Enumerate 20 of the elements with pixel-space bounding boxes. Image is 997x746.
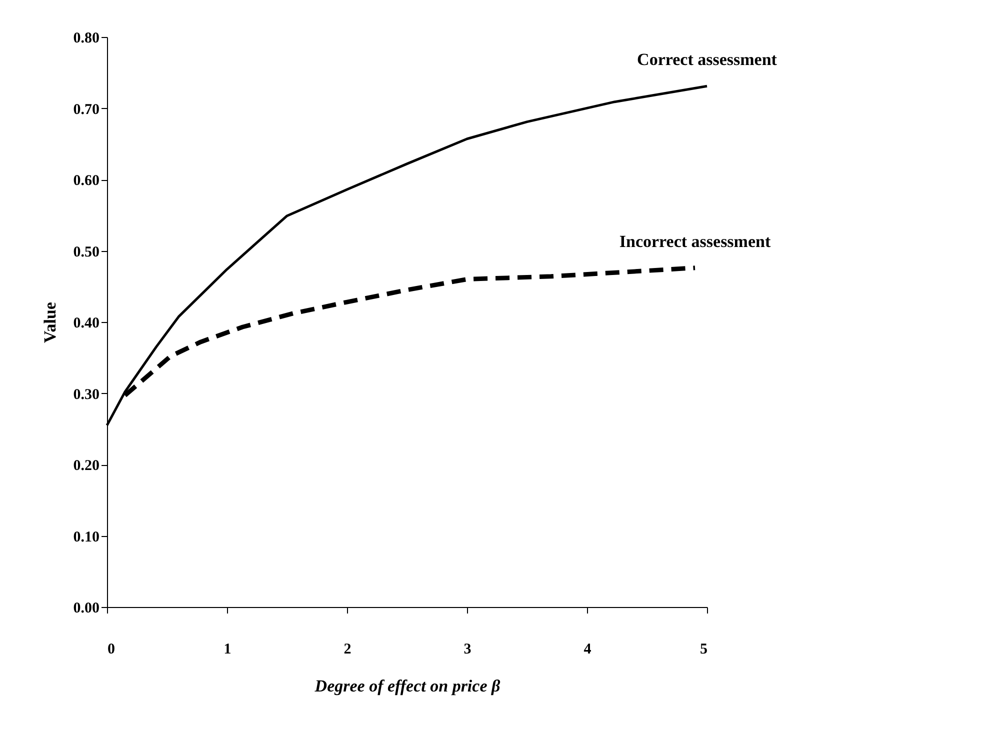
y-tick-label: 0.60: [73, 173, 100, 189]
x-tick-label: 2: [344, 642, 352, 658]
x-tick-label: 5: [700, 642, 708, 658]
y-tick-label: 0.10: [73, 529, 100, 546]
x-tick-label: 1: [224, 642, 232, 658]
y-tick-label: 0.50: [73, 244, 100, 260]
y-tick-label: 0.30: [73, 386, 100, 403]
y-axis-title: Value: [40, 302, 60, 343]
y-tick-label: 0.00: [73, 600, 100, 616]
x-tick-label: 0: [108, 642, 115, 658]
x-axis-title: Degree of effect on price β: [314, 676, 500, 696]
y-tick-label: 0.20: [73, 458, 100, 474]
series-label: Incorrect assessment: [619, 232, 771, 251]
line-series: [122, 266, 698, 398]
x-tick-label: 3: [464, 642, 472, 658]
series-label: Correct assessment: [637, 50, 778, 70]
x-tick-label: 4: [584, 642, 592, 658]
y-tick-label: 0.40: [73, 316, 100, 332]
y-tick-label: 0.70: [73, 102, 100, 118]
y-tick-label: 0.80: [73, 30, 100, 46]
